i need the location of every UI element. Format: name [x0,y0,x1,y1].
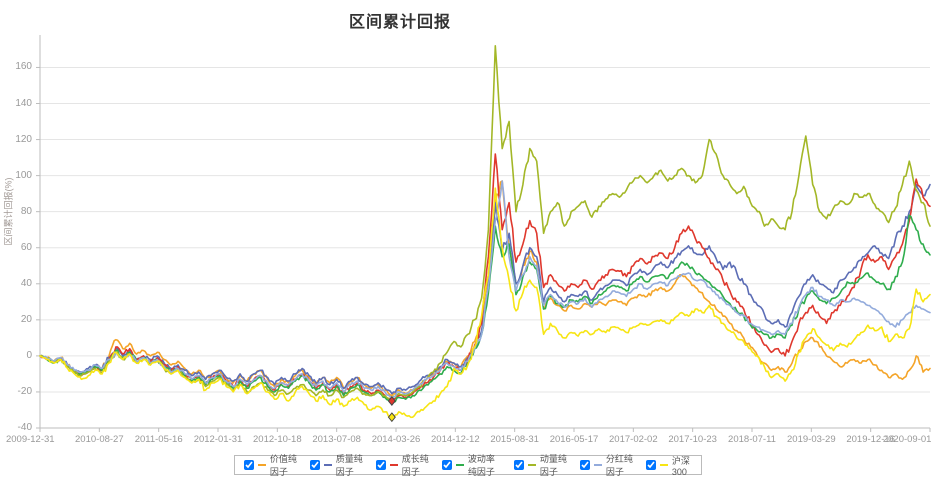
x-axis-tick-label: 2009-12-31 [5,434,55,445]
legend-item-momentum-factor[interactable]: 动量纯因子 [514,452,567,478]
x-axis-tick-label: 2018-07-11 [728,434,776,445]
y-axis-tick-label: 140 [15,97,32,109]
legend-item-volatility-factor[interactable]: 波动率纯因子 [441,452,501,478]
legend-checkbox-momentum-factor[interactable] [514,460,525,470]
y-axis-tick-label: 80 [20,205,32,217]
y-axis-tick-label: 20 [20,313,32,325]
legend-item-label: 成长纯因子 [401,454,429,477]
y-axis-tick-label: 60 [20,241,32,253]
legend-line-swatch [528,464,536,466]
legend-item-label: 沪深300 [671,455,690,477]
x-axis-tick-label: 2014-12-12 [431,434,480,445]
x-axis-tick-label: 2011-05-16 [134,434,183,445]
chart-legend: 价值纯因子 质量纯因子 成长纯因子 波动率纯因子 动量纯因子 分红纯因子 沪深300 [234,452,702,478]
y-axis-tick-label: 40 [20,277,32,289]
x-axis-tick-label: 2020-09-01 [882,434,932,445]
series-line-dividend-factor [39,180,931,399]
legend-checkbox-csi300[interactable] [645,460,656,470]
legend-item-label: 动量纯因子 [539,454,567,477]
legend-checkbox-value-factor[interactable] [244,460,254,470]
legend-line-swatch [455,464,464,466]
x-axis-tick-label: 2017-10-23 [668,434,717,445]
y-axis-tick-label: 120 [15,133,32,145]
legend-line-swatch [323,464,332,466]
legend-item-label: 波动率纯因子 [467,454,495,477]
legend-checkbox-quality-factor[interactable] [309,460,320,470]
legend-checkbox-volatility-factor[interactable] [441,460,452,470]
legend-line-swatch [659,464,668,466]
x-axis-tick-label: 2010-08-27 [75,434,124,445]
chart-title: 区间累计回报 [348,14,451,31]
legend-item-csi300[interactable]: 沪深300 [645,454,692,477]
highlight-point-marker [387,395,396,406]
legend-line-swatch [258,464,266,466]
x-axis-tick-label: 2012-10-18 [253,434,302,445]
series-line-momentum-factor [39,45,931,401]
x-axis-tick-label: 2019-12-16 [846,434,895,445]
y-axis-tick-label: -40 [17,422,32,433]
legend-item-label: 分红纯因子 [605,454,633,477]
y-axis-tick-label: -20 [17,385,32,397]
x-axis-tick-label: 2014-03-26 [371,434,421,445]
x-axis-tick-label: 2013-07-08 [312,434,361,445]
x-axis-tick-label: 2015-08-31 [490,434,539,445]
legend-line-swatch [594,464,602,466]
x-axis-tick-label: 2016-05-17 [549,434,599,445]
y-axis-tick-label: 0 [26,349,32,361]
x-axis-tick-label: 2019-03-29 [787,434,836,445]
legend-item-label: 价值纯因子 [269,454,297,477]
legend-item-value-factor[interactable]: 价值纯因子 [244,452,297,478]
y-axis-tick-label: 100 [15,169,32,181]
legend-item-label: 质量纯因子 [335,454,363,477]
legend-checkbox-growth-factor[interactable] [375,460,386,470]
y-axis-tick-label: 160 [15,61,32,73]
legend-item-quality-factor[interactable]: 质量纯因子 [309,452,363,478]
x-axis-tick-label: 2012-01-31 [193,434,243,445]
highlight-point-marker [387,412,396,423]
legend-line-swatch [389,464,398,466]
legend-item-dividend-factor[interactable]: 分红纯因子 [580,452,633,478]
series-line-csi300 [39,187,931,419]
x-axis-tick-label: 2017-02-02 [609,434,658,445]
legend-item-growth-factor[interactable]: 成长纯因子 [375,452,429,478]
legend-checkbox-dividend-factor[interactable] [580,460,591,470]
